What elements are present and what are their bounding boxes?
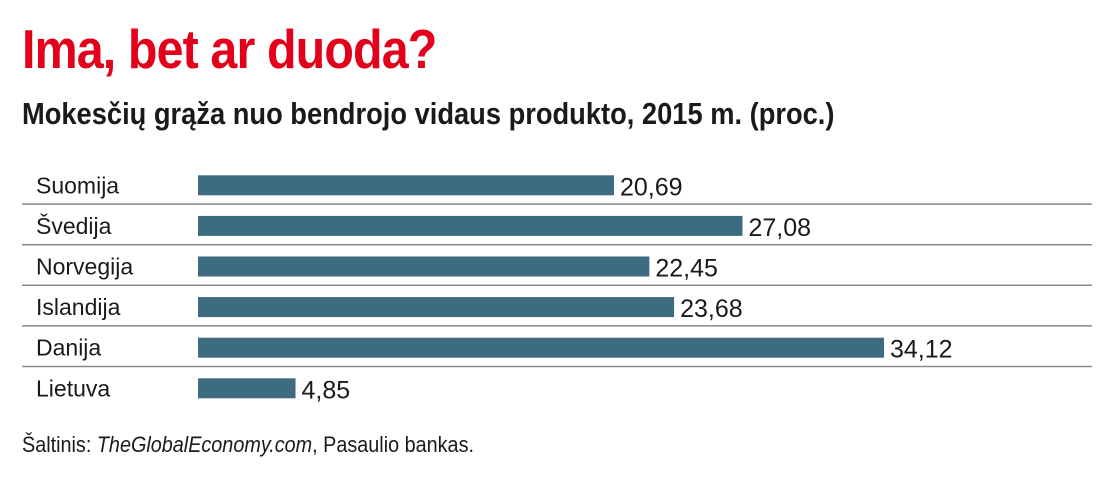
source-note: Šaltinis: TheGlobalEconomy.com, Pasaulio… [22,432,474,458]
bar [198,256,650,277]
value-label: 27,08 [748,214,811,242]
bar [198,378,296,399]
category-label: Islandija [36,294,121,320]
value-label: 4,85 [302,376,351,404]
chart-title: Ima, bet ar duoda? [22,18,437,80]
value-label: 23,68 [680,295,743,323]
bar [198,215,743,236]
bar [198,337,884,358]
category-label: Suomija [36,172,119,198]
value-label: 22,45 [655,255,718,283]
value-label: 20,69 [620,173,683,201]
source-prefix: Šaltinis: [22,432,97,457]
chart-subtitle: Mokesčių grąža nuo bendrojo vidaus produ… [22,96,835,131]
category-label: Lietuva [36,375,110,401]
category-label: Danija [36,335,101,361]
source-site: TheGlobalEconomy.com [96,432,313,457]
category-label: Norvegija [36,254,133,280]
bar [198,175,614,196]
bar [198,297,675,318]
category-label: Švedija [36,212,112,239]
source-suffix: , Pasaulio bankas. [312,432,474,457]
value-label: 34,12 [890,336,953,364]
